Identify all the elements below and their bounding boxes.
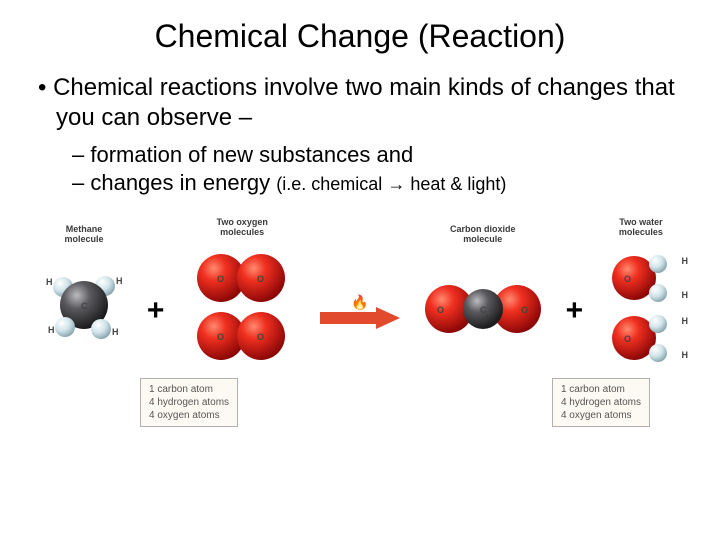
- plus-1: +: [147, 294, 165, 328]
- legend-line: 1 carbon atom: [149, 383, 229, 396]
- oxygen-label: Two oxygenmolecules: [216, 218, 267, 240]
- methane-label: Methanemolecule: [64, 225, 103, 247]
- svg-text:O: O: [217, 274, 224, 284]
- o2-svg: O O O O: [177, 246, 307, 370]
- h-label: H: [681, 256, 688, 266]
- plus-2: +: [566, 294, 584, 328]
- legend-reactants: 1 carbon atom 4 hydrogen atoms 4 oxygen …: [140, 378, 238, 427]
- h-label: H: [681, 350, 688, 360]
- methane-svg: H H C H H: [34, 253, 134, 363]
- svg-text:O: O: [624, 274, 631, 284]
- arrow-glyph-inline: →: [387, 174, 405, 194]
- svg-text:O: O: [437, 305, 444, 315]
- h-label: H: [681, 290, 688, 300]
- reaction-diagram: Methanemolecule H H C H H + Two oxyg: [30, 218, 690, 370]
- water-svg: O O: [596, 246, 686, 370]
- svg-text:O: O: [521, 305, 528, 315]
- legend-line: 4 hydrogen atoms: [149, 396, 229, 409]
- sub2-paren-open: (i.e. chemical: [276, 174, 387, 194]
- co2-svg: O C O: [413, 253, 553, 363]
- legend-line: 4 oxygen atoms: [149, 409, 229, 422]
- svg-text:H: H: [116, 276, 123, 286]
- legend-line: 4 oxygen atoms: [561, 409, 641, 422]
- legend-line: 4 hydrogen atoms: [561, 396, 641, 409]
- methane-column: Methanemolecule H H C H H: [34, 225, 134, 363]
- svg-text:C: C: [480, 305, 487, 315]
- svg-text:H: H: [48, 325, 55, 335]
- sub2-text-a: – changes in energy: [72, 170, 276, 195]
- bullet-main: Chemical reactions involve two main kind…: [38, 73, 690, 133]
- svg-text:C: C: [81, 301, 88, 311]
- water-column: Two watermolecules O O H H H H: [596, 218, 686, 370]
- sub-bullet-1: – formation of new substances and: [72, 141, 690, 169]
- co2-column: Carbon dioxidemolecule O C O: [413, 225, 553, 363]
- sub2-paren-close: heat & light): [405, 174, 506, 194]
- svg-text:O: O: [624, 334, 631, 344]
- svg-text:O: O: [217, 332, 224, 342]
- reaction-arrow: 🔥: [320, 294, 400, 329]
- svg-text:H: H: [112, 327, 119, 337]
- sub-bullet-2: – changes in energy (i.e. chemical → hea…: [72, 169, 690, 197]
- co2-label: Carbon dioxidemolecule: [450, 225, 516, 247]
- svg-text:H: H: [46, 277, 53, 287]
- legend-row: 1 carbon atom 4 hydrogen atoms 4 oxygen …: [30, 370, 690, 427]
- water-label: Two watermolecules: [619, 218, 663, 240]
- legend-products: 1 carbon atom 4 hydrogen atoms 4 oxygen …: [552, 378, 650, 427]
- legend-line: 1 carbon atom: [561, 383, 641, 396]
- oxygen-column: Two oxygenmolecules O O O O: [177, 218, 307, 370]
- h-label: H: [681, 316, 688, 326]
- arrow-svg: [320, 307, 400, 329]
- svg-text:O: O: [257, 332, 264, 342]
- slide-title: Chemical Change (Reaction): [30, 18, 690, 55]
- svg-text:O: O: [257, 274, 264, 284]
